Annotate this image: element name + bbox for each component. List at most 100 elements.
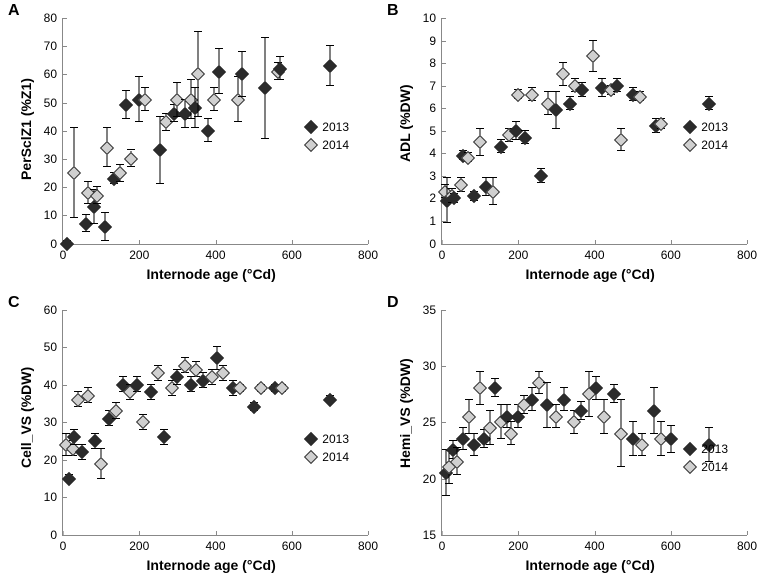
- data-point-2013: [212, 64, 226, 78]
- errorbar-cap: [559, 85, 567, 86]
- errorbar-cap: [116, 164, 124, 165]
- errorbar-cap: [476, 128, 484, 129]
- errorbar-cap: [442, 495, 450, 496]
- legend-marker-2013: [683, 441, 697, 455]
- plot-area-c: 01020304050600200400600800: [62, 310, 368, 537]
- errorbar-cap: [585, 416, 593, 417]
- errorbar-cap: [667, 452, 675, 453]
- errorbar-cap: [103, 166, 111, 167]
- errorbar-cap: [82, 214, 90, 215]
- errorbar-cap: [93, 203, 101, 204]
- ytick: 30: [44, 152, 63, 166]
- xtick: 200: [508, 535, 528, 553]
- ytick: 40: [44, 124, 63, 138]
- errorbar-cap: [589, 71, 597, 72]
- ytick: 10: [44, 490, 63, 504]
- ytick: 10: [423, 11, 442, 25]
- errorbar-cap: [638, 455, 646, 456]
- errorbar-cap: [215, 48, 223, 49]
- data-point-2014: [597, 410, 611, 424]
- legend-label-2014: 2014: [322, 450, 349, 464]
- errorbar-cap: [133, 376, 141, 377]
- errorbar-cap: [210, 110, 218, 111]
- errorbar-cap: [194, 116, 202, 117]
- legend-marker-2014: [304, 449, 318, 463]
- errorbar-cap: [476, 155, 484, 156]
- errorbar-cap: [610, 402, 618, 403]
- errorbar-cap: [219, 380, 227, 381]
- errorbar-cap: [543, 382, 551, 383]
- errorbar-cap: [592, 376, 600, 377]
- xlabel: Internode age (°Cd): [147, 266, 276, 282]
- errorbar-cap: [191, 127, 199, 128]
- ytick: 30: [423, 359, 442, 373]
- panel-d: D15202530350200400600800Hemi_VS (%DW)Int…: [379, 292, 758, 583]
- errorbar-cap: [70, 127, 78, 128]
- data-point-2013: [88, 434, 102, 448]
- legend-row-2014: 2014: [685, 460, 728, 474]
- errorbar-cap: [476, 371, 484, 372]
- errorbar-cap: [629, 455, 637, 456]
- ytick: 60: [44, 303, 63, 317]
- errorbar-cap: [156, 183, 164, 184]
- errorbar-cap: [544, 114, 552, 115]
- errorbar-cap: [486, 410, 494, 411]
- errorbar-cap: [443, 222, 451, 223]
- legend-label-2014: 2014: [701, 460, 728, 474]
- errorbar-cap: [103, 127, 111, 128]
- errorbar-cap: [326, 85, 334, 86]
- errorbar-cap: [486, 444, 494, 445]
- ytick: 8: [429, 56, 442, 70]
- errorbar-cap: [453, 474, 461, 475]
- ytick: 60: [44, 67, 63, 81]
- legend-row-2014: 2014: [306, 450, 349, 464]
- errorbar-cap: [480, 447, 488, 448]
- data-point-2014: [473, 381, 487, 395]
- errorbar-cap: [119, 376, 127, 377]
- data-point-2014: [462, 410, 476, 424]
- errorbar-cap: [650, 387, 658, 388]
- errorbar-cap: [705, 427, 713, 428]
- errorbar-cap: [445, 483, 453, 484]
- errorbar-cap: [194, 31, 202, 32]
- errorbar-cap: [560, 410, 568, 411]
- errorbar-cap: [453, 447, 461, 448]
- data-point-2014: [231, 93, 245, 107]
- legend-label-2013: 2013: [701, 442, 728, 456]
- data-point-2013: [647, 404, 661, 418]
- errorbar-cap: [234, 121, 242, 122]
- errorbar-cap: [600, 433, 608, 434]
- legend-row-2014: 2014: [685, 138, 728, 152]
- errorbar-cap: [598, 78, 606, 79]
- errorbar-cap: [552, 404, 560, 405]
- data-point-2013: [540, 398, 554, 412]
- errorbar-cap: [459, 427, 467, 428]
- data-point-2014: [473, 135, 487, 149]
- errorbar-cap: [97, 448, 105, 449]
- ytick: 50: [44, 96, 63, 110]
- errorbar-cap: [489, 204, 497, 205]
- data-point-2014: [94, 457, 108, 471]
- errorbar-cap: [512, 121, 520, 122]
- errorbar-cap: [543, 427, 551, 428]
- data-point-2013: [153, 143, 167, 157]
- legend-label-2013: 2013: [701, 120, 728, 134]
- errorbar-cap: [528, 410, 536, 411]
- data-point-2013: [86, 200, 100, 214]
- errorbar-cap: [598, 96, 606, 97]
- errorbar-cap: [181, 127, 189, 128]
- errorbar-cap: [491, 396, 499, 397]
- data-point-2014: [100, 141, 114, 155]
- legend-marker-2014: [304, 138, 318, 152]
- errorbar-cap: [449, 440, 457, 441]
- data-point-2013: [98, 220, 112, 234]
- errorbar-cap: [489, 177, 497, 178]
- errorbar-cap: [629, 421, 637, 422]
- xtick: 800: [358, 244, 378, 262]
- errorbar-cap: [491, 378, 499, 379]
- errorbar-cap: [97, 478, 105, 479]
- ytick: 1: [429, 214, 442, 228]
- errorbar-cap: [465, 399, 473, 400]
- errorbar-cap: [528, 387, 536, 388]
- panel-label-d: D: [387, 294, 399, 312]
